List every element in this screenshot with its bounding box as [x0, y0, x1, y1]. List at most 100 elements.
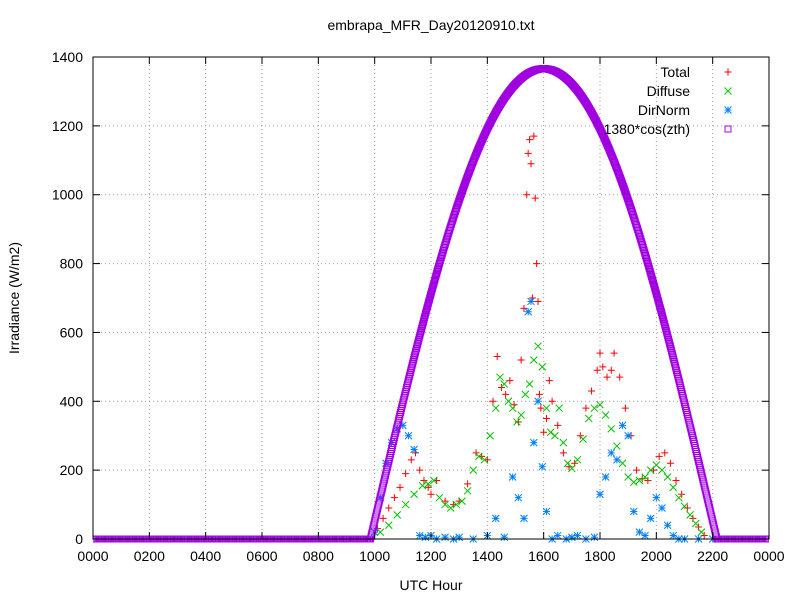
legend-marker [724, 125, 732, 133]
data-point [542, 415, 550, 422]
series-0 [373, 132, 708, 540]
data-point [527, 160, 535, 168]
data-point [607, 424, 616, 433]
data-point [514, 418, 522, 426]
data-point [398, 421, 407, 430]
x-tick-label: 0600 [246, 548, 277, 564]
data-point [446, 504, 455, 512]
data-point [545, 377, 553, 385]
data-point [599, 363, 607, 371]
data-point [404, 431, 413, 440]
data-point [658, 466, 666, 474]
data-point [607, 366, 615, 374]
data-point [489, 397, 497, 405]
data-point [452, 500, 461, 509]
data-point [531, 194, 539, 202]
data-point [563, 459, 572, 468]
data-point [601, 411, 610, 419]
data-point [540, 428, 548, 436]
data-point [641, 473, 649, 481]
data-point [691, 519, 700, 528]
data-point [629, 478, 638, 487]
data-point [663, 521, 672, 530]
data-point [424, 483, 432, 491]
data-point [638, 475, 646, 483]
data-point [542, 507, 551, 516]
x-tick-label: 0400 [190, 548, 221, 564]
y-tick-label: 400 [60, 393, 84, 409]
data-point [533, 260, 541, 268]
data-point [658, 504, 666, 512]
series-1 [376, 342, 706, 536]
data-point [521, 390, 530, 399]
data-point [655, 452, 663, 460]
data-point [520, 514, 528, 523]
data-point [523, 191, 531, 199]
data-point [559, 438, 568, 447]
data-point [675, 493, 683, 502]
data-point [641, 531, 649, 540]
data-point [680, 502, 689, 511]
y-tick-label: 200 [60, 462, 84, 478]
series-layer [93, 65, 769, 543]
data-point [491, 514, 500, 523]
data-point [538, 363, 547, 371]
x-tick-label: 2000 [641, 548, 672, 564]
chart-title: embrapa_MFR_Day20120910.txt [327, 17, 534, 33]
data-point [610, 349, 618, 357]
data-point [493, 353, 501, 361]
data-point [407, 456, 415, 464]
data-point [590, 533, 599, 542]
y-tick-labels: 0 200 400 600 800 1000 1200 1400 [52, 49, 83, 547]
data-point [435, 493, 444, 502]
data-point [376, 528, 385, 536]
data-point [520, 304, 528, 312]
data-point [441, 533, 449, 542]
data-point [538, 462, 547, 471]
data-point [601, 473, 610, 481]
data-point [579, 435, 587, 444]
data-point [588, 387, 596, 395]
data-point [508, 404, 517, 413]
data-point [551, 431, 559, 440]
data-point [534, 297, 542, 305]
data-point [463, 486, 472, 495]
data-point [534, 397, 542, 406]
x-tick-label: 0200 [134, 548, 165, 564]
data-point [635, 476, 644, 485]
data-point [652, 493, 661, 502]
x-tick-label: 2200 [697, 548, 728, 564]
data-point [464, 480, 472, 488]
data-point [555, 404, 564, 413]
legend-label: Total [660, 64, 690, 80]
data-point [669, 483, 678, 492]
data-point [525, 380, 534, 388]
data-point [582, 404, 590, 412]
ticks [92, 56, 770, 540]
data-point [559, 449, 567, 457]
data-point [420, 476, 428, 484]
data-point [526, 136, 534, 144]
y-tick-label: 1200 [52, 118, 83, 134]
data-point [596, 400, 604, 409]
data-point [629, 507, 638, 516]
data-point [396, 483, 404, 491]
data-point [458, 497, 466, 505]
x-tick-label: 1600 [528, 548, 559, 564]
x-tick-labels: 0000 0200 0400 0600 0800 1000 1200 1400 1600 1800… [77, 548, 784, 564]
data-point [529, 438, 538, 447]
data-point [534, 342, 542, 351]
data-point [672, 476, 680, 484]
legend-marker [724, 87, 732, 95]
data-point [504, 397, 513, 406]
data-point [527, 297, 535, 306]
data-point [455, 533, 464, 542]
data-point [401, 500, 410, 509]
data-point [486, 431, 495, 440]
data-point [524, 149, 532, 157]
data-point [410, 490, 418, 499]
data-point [537, 404, 545, 412]
data-point [618, 421, 627, 430]
x-tick-label: 1800 [584, 548, 615, 564]
